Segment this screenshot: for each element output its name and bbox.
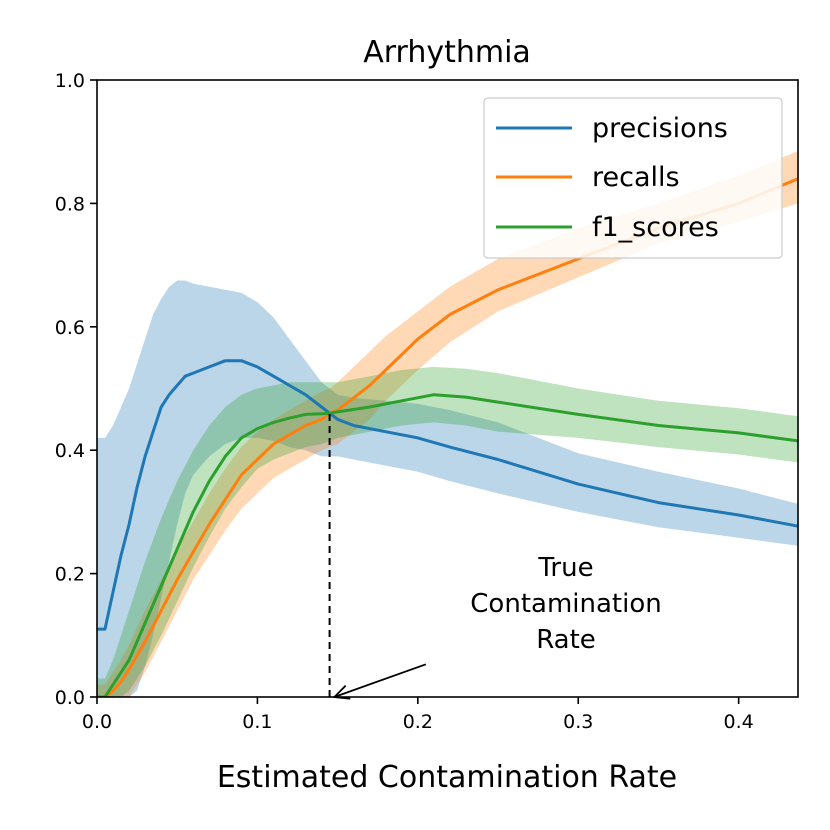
x-tick-label: 0.0 — [82, 711, 112, 733]
annotation-line-2: Contamination — [470, 589, 661, 619]
legend-box — [483, 97, 783, 259]
annotation-line-3: Rate — [536, 625, 596, 655]
y-axis-ticks: 0.0 0.2 0.4 0.6 0.8 1.0 — [55, 70, 97, 709]
x-axis-label: Estimated Contamination Rate — [217, 760, 677, 795]
legend: precisions recalls f1_scores — [483, 97, 783, 259]
legend-label-precisions: precisions — [592, 113, 728, 144]
legend-label-f1-scores: f1_scores — [592, 212, 719, 243]
annotation: True Contamination Rate — [470, 553, 661, 655]
y-tick-label: 0.6 — [55, 317, 85, 339]
annotation-arrow — [332, 663, 427, 700]
series-lines — [97, 177, 798, 697]
y-tick-label: 1.0 — [55, 70, 85, 92]
x-tick-label: 0.2 — [403, 711, 433, 733]
x-axis-ticks: 0.0 0.1 0.2 0.3 0.4 — [82, 697, 754, 733]
arrow-head — [332, 684, 351, 700]
legend-label-recalls: recalls — [592, 162, 680, 193]
line-f1-scores — [97, 393, 798, 697]
band-precisions — [97, 280, 798, 697]
annotation-line-1: True — [537, 553, 593, 583]
y-tick-label: 0.2 — [55, 564, 85, 586]
y-tick-label: 0.4 — [55, 440, 85, 462]
x-tick-label: 0.1 — [242, 711, 272, 733]
x-tick-label: 0.3 — [563, 711, 593, 733]
arrow-shaft — [334, 663, 427, 698]
chart-title: Arrhythmia — [363, 35, 531, 70]
x-tick-label: 0.4 — [724, 711, 754, 733]
band-f1-scores — [97, 366, 798, 697]
y-tick-label: 0.0 — [55, 687, 85, 709]
plot-frame — [96, 79, 799, 698]
line-precisions — [97, 359, 798, 631]
line-recalls — [97, 177, 798, 697]
y-tick-label: 0.8 — [55, 193, 85, 215]
